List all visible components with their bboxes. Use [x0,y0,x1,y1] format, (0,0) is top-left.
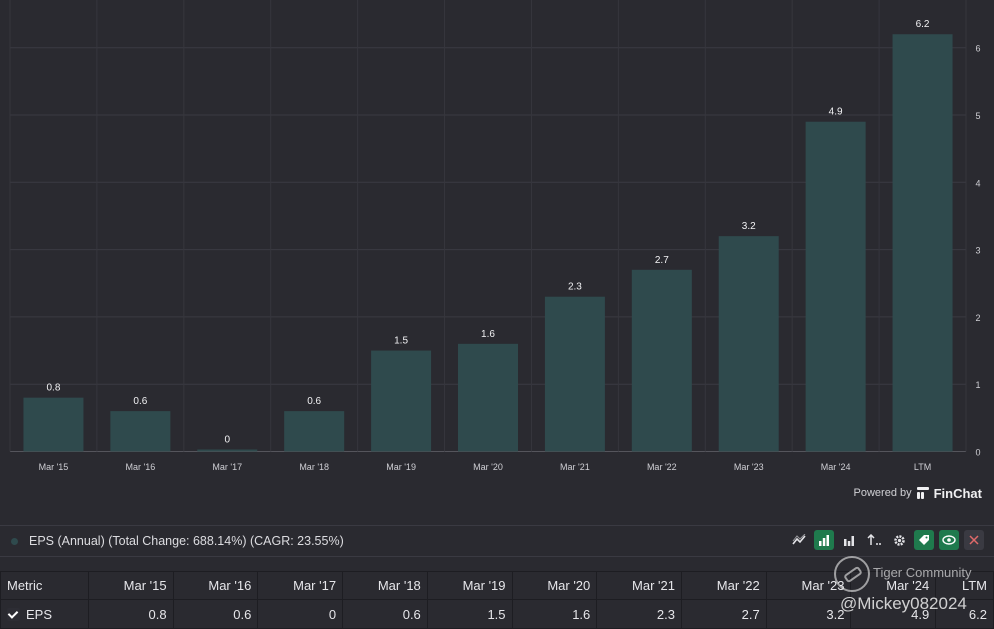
eps-bar-chart: 0.80.600.61.51.62.32.73.24.96.2 Mar '15 M… [9,0,981,472]
bar[interactable] [458,343,518,452]
x-tick-label: Mar '22 [647,462,677,472]
bar[interactable] [284,411,345,452]
eye-icon[interactable] [939,530,959,550]
table-row-label: EPS [26,606,53,622]
x-tick-label: Mar '20 [473,462,503,472]
y-tick-label: 6 [975,44,980,54]
table-cell: 1.5 [426,599,513,629]
table-header-metric: Metric [0,571,89,600]
x-tick-label: Mar '17 [212,462,242,472]
data-label: 1.5 [394,336,408,347]
x-tick-labels: Mar '15 Mar '16 Mar '17 Mar '18 Mar '19 Mar '… [39,462,932,472]
x-tick-label: Mar '21 [560,462,590,472]
data-label: 0.6 [307,396,321,407]
table-header-cell: Mar '15 [87,571,174,600]
bars [23,34,953,452]
bar[interactable] [631,269,692,452]
table-cell: 0.6 [172,599,259,629]
table-cell: 2.7 [681,599,767,629]
x-tick-label: Mar '16 [125,462,155,472]
y-tick-label: 5 [975,111,980,121]
trend-icon[interactable] [789,530,809,550]
table-cell: 0.6 [342,599,428,629]
bar[interactable] [197,449,258,452]
sort-icon[interactable] [864,530,884,550]
table-header-cell: Mar '18 [342,571,428,600]
checkbox-icon[interactable] [7,607,20,621]
tiger-logo-icon [834,556,870,592]
x-tick-label: Mar '19 [386,462,416,472]
data-label: 6.2 [916,19,930,30]
table-header-cell: Mar '16 [172,571,259,600]
data-label: 0 [224,435,230,446]
y-tick-labels: 0 1 2 3 4 5 6 [975,44,980,458]
bar[interactable] [892,34,953,452]
data-label: 2.7 [655,255,669,266]
bar[interactable] [371,350,432,452]
data-label: 0.6 [133,396,147,407]
bar[interactable] [718,236,779,452]
x-tick-label: Mar '24 [821,462,851,472]
y-tick-label: 4 [975,178,980,188]
table-header-cell: Mar '21 [596,571,682,600]
powered-by-finchat[interactable]: Powered by FinChat [854,484,982,502]
watermark-community: Tiger Community [873,565,972,580]
bar[interactable] [23,397,84,452]
table-cell: 3.2 [765,599,852,629]
watermark-handle: @Mickey082024 [840,594,967,613]
y-tick-label: 3 [975,246,980,256]
x-tick-label: Mar '18 [299,462,329,472]
bar-chart-icon[interactable] [814,530,834,550]
table-header-cell: Mar '22 [681,571,767,600]
series-color-dot [11,537,18,545]
close-icon[interactable] [964,530,984,550]
table-cell: 0.8 [87,599,174,629]
y-tick-label: 2 [975,313,980,323]
table-cell: 6.2 [935,599,994,629]
table-cell: 4.9 [850,599,937,629]
data-labels: 0.8 0.6 0 0.6 1.5 1.6 2.3 2.7 3.2 4.9 6.2 [47,19,930,445]
bar[interactable] [805,121,866,452]
data-label: 1.6 [481,329,495,340]
y-tick-label: 1 [975,380,980,390]
finchat-logo-icon [916,487,929,499]
table-header-cell: LTM [935,571,994,600]
data-label: 4.9 [829,107,843,118]
table-header-cell: Mar '19 [426,571,513,600]
y-tick-label: 0 [975,448,980,458]
table-cell: 1.6 [511,599,598,629]
x-tick-label: Mar '15 [39,462,69,472]
data-label: 2.3 [568,282,582,293]
table-row-label-cell[interactable]: EPS [0,599,89,629]
metric-title: EPS (Annual) (Total Change: 688.14%) (CA… [29,534,344,548]
bar[interactable] [544,296,605,452]
metric-legend-bar: EPS (Annual) (Total Change: 688.14%) (CA… [0,525,994,557]
bar[interactable] [110,411,171,452]
finchat-brand: FinChat [933,485,982,501]
metric-toolbar [789,530,984,550]
data-label: 3.2 [742,221,756,232]
table-cell: 2.3 [596,599,682,629]
bar-chart-alt-icon[interactable] [839,530,859,550]
table-header-cell: Mar '24 [850,571,937,600]
powered-by-label: Powered by [853,487,912,499]
tag-icon[interactable] [914,530,934,550]
table-header-row: Metric Mar '15 Mar '16 Mar '17 Mar '18 Mar '… [0,571,994,600]
data-table: Metric Mar '15 Mar '16 Mar '17 Mar '18 Mar '… [0,571,994,629]
x-tick-label: LTM [914,462,931,472]
table-header-cell: Mar '17 [257,571,344,600]
grid-lines [9,0,967,452]
table-header-cell: Mar '20 [511,571,598,600]
data-label: 0.8 [47,383,61,394]
x-tick-label: Mar '23 [734,462,764,472]
gear-icon[interactable] [889,530,909,550]
table-cell: 0 [257,599,344,629]
